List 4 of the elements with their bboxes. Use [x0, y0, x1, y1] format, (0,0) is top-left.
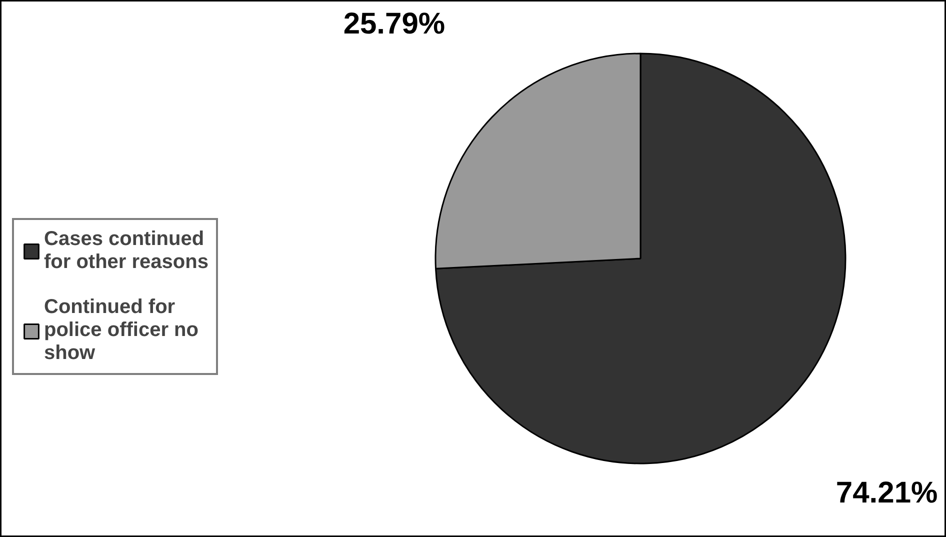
- data-label: 74.21%: [836, 476, 938, 510]
- data-label: 25.79%: [343, 8, 446, 41]
- legend-label: Continued for police officer no show: [44, 296, 198, 365]
- legend-label: Cases continued for other reasons: [44, 228, 208, 274]
